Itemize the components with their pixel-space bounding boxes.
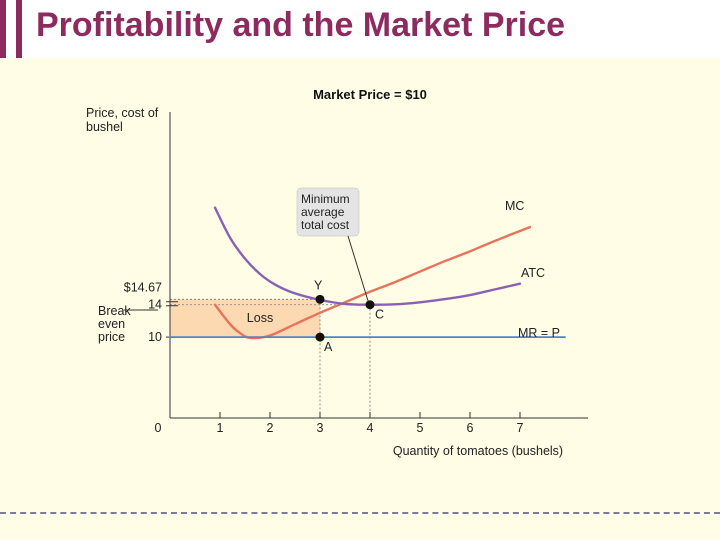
min-atc-callout-text: Minimum [301, 192, 350, 206]
series-label-mc: MC [505, 199, 524, 213]
point-label-a: A [324, 340, 333, 354]
y-tick-label: $14.67 [124, 280, 162, 294]
x-tick-label: 7 [517, 421, 524, 435]
min-atc-callout-pointer [347, 235, 369, 301]
point-label-y: Y [314, 278, 323, 292]
x-tick-label: 2 [267, 421, 274, 435]
series-atc-line [213, 206, 522, 306]
footer-divider [0, 512, 720, 514]
loss-area-layer [170, 299, 320, 338]
y-axis-label: Price, cost of bushel [86, 106, 159, 134]
loss-label: Loss [247, 311, 273, 325]
min-atc-callout-text: total cost [301, 218, 350, 232]
chart-title: Market Price = $10 [313, 87, 427, 102]
series-label-atc: ATC [521, 266, 545, 280]
points [315, 294, 375, 342]
axes: 0 1 2 3 4 5 6 7 $14.67 14 10 [124, 112, 588, 435]
guide-lines [170, 298, 371, 418]
x-tick-label: 0 [155, 421, 162, 435]
y-axis-label-line: Price, cost of [86, 106, 159, 120]
loss-area [170, 299, 320, 338]
x-tick-label: 1 [217, 421, 224, 435]
x-tick-label: 6 [467, 421, 474, 435]
y-tick-label: 14 [148, 298, 162, 312]
y-axis-label-line: bushel [86, 120, 123, 134]
series-mc-line [213, 225, 532, 340]
series-label-mr: MR = P [518, 326, 560, 340]
title-accent-bar-right [16, 0, 22, 58]
break-even-text: Break [98, 304, 131, 318]
page-title: Profitability and the Market Price [36, 6, 566, 44]
x-tick-label: 5 [417, 421, 424, 435]
y-tick-label: 10 [148, 330, 162, 344]
min-atc-callout-text: average [301, 205, 345, 219]
point-label-c: C [375, 308, 384, 322]
break-even-text: price [98, 330, 125, 344]
x-tick-label: 3 [317, 421, 324, 435]
point-a [315, 332, 325, 342]
min-atc-callout-box [296, 187, 360, 237]
x-tick-label: 4 [367, 421, 374, 435]
series-lines [169, 206, 566, 340]
point-c [365, 300, 375, 310]
point-y [315, 294, 325, 304]
x-axis-label: Quantity of tomatoes (bushels) [393, 444, 563, 458]
title-bar: Profitability and the Market Price [0, 0, 720, 58]
break-even-text: even [98, 317, 125, 331]
title-accent-bar-left [0, 0, 6, 58]
